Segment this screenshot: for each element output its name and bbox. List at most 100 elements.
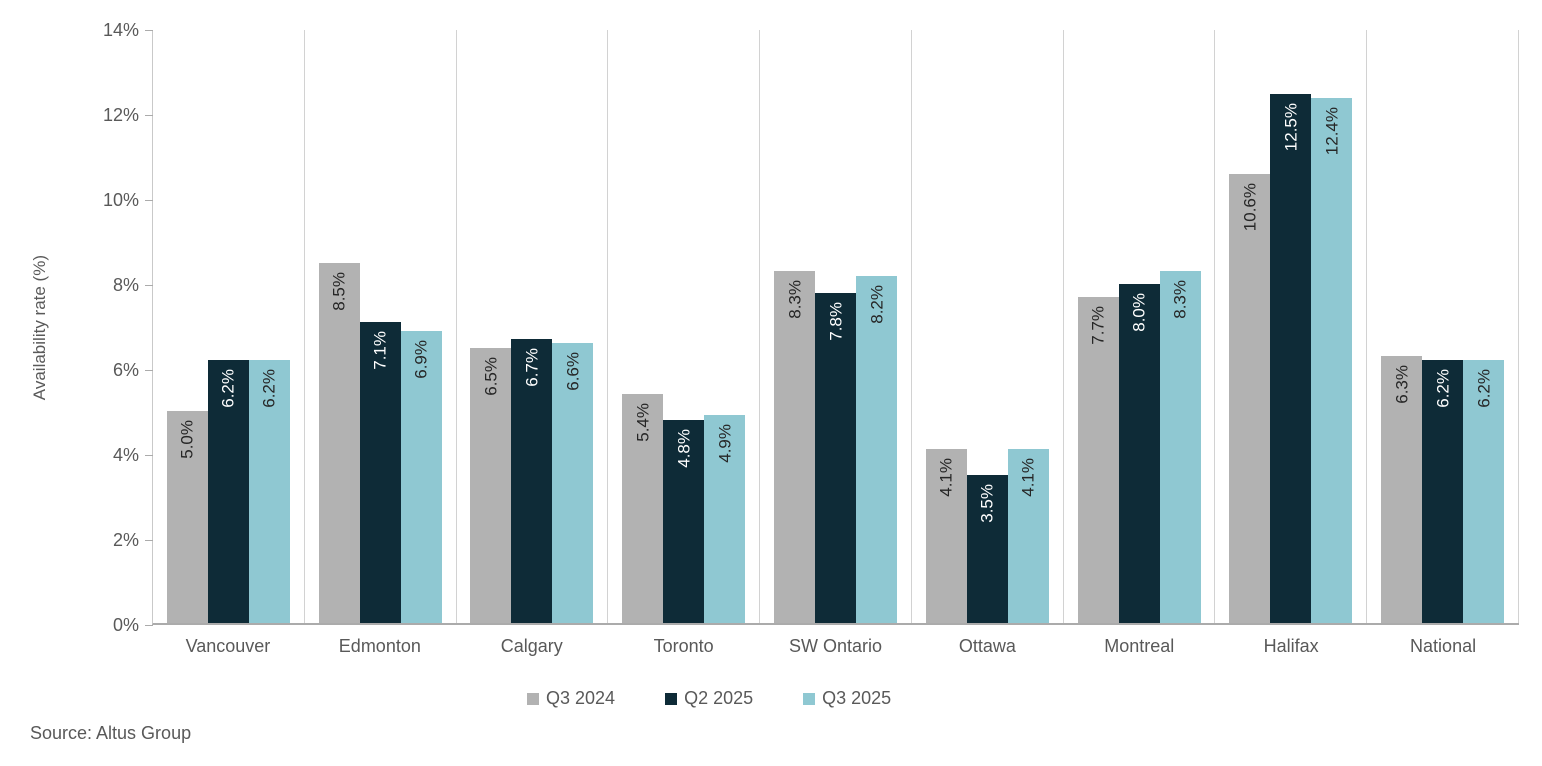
legend-label: Q3 2025 — [822, 688, 892, 708]
x-axis-label: National — [1410, 636, 1477, 656]
bar-value-label: 8.3% — [1170, 280, 1190, 320]
bar-value-label: 6.5% — [481, 356, 501, 396]
bar: 4.1% — [925, 449, 967, 623]
x-axis-label: Calgary — [500, 636, 563, 656]
source-note: Source: Altus Group — [30, 723, 192, 743]
bar: 8.3% — [774, 271, 816, 623]
y-tick-label: 4% — [112, 445, 139, 465]
bar-value-label: 8.3% — [785, 280, 805, 320]
x-axis-label: Vancouver — [185, 636, 271, 656]
x-axis-label: SW Ontario — [788, 636, 883, 656]
bar: 10.6% — [1229, 174, 1271, 623]
category-cell: 5.0% 6.2% 6.2% — [153, 30, 305, 623]
y-axis-title: Availability rate (%) — [30, 254, 49, 401]
y-tick-mark — [145, 114, 153, 116]
category-cell: 8.3% 7.8% 8.2% — [760, 30, 912, 623]
category-cell: 5.4% 4.8% 4.9% — [608, 30, 761, 623]
legend-swatch-icon — [527, 692, 539, 705]
bar-value-label: 6.2% — [1433, 369, 1453, 409]
y-axis-title-wrap: Availability rate (%) — [30, 30, 50, 625]
y-tick-label: 2% — [112, 530, 139, 550]
bar-value-label: 5.0% — [177, 420, 197, 459]
x-axis-label: Montreal — [1104, 636, 1175, 656]
bar: 8.0% — [1118, 284, 1160, 623]
y-tick-mark — [145, 624, 153, 626]
x-axis-label: Toronto — [653, 636, 714, 656]
bar-value-label: 7.8% — [826, 301, 846, 341]
y-tick-mark — [145, 369, 153, 371]
plot-area: 5.0% 6.2% 6.2% 8.5% 7.1% 6.9% 6.5% 6.7% 6.6% 5.4%… — [103, 20, 1520, 635]
bar: 6.5% — [470, 347, 512, 623]
legend: Q3 2024 Q2 2025 Q3 2025 — [527, 688, 891, 709]
bar: 6.6% — [552, 343, 594, 623]
bar-value-label: 8.2% — [867, 284, 887, 324]
category-cell: 7.7% 8.0% 8.3% — [1064, 30, 1216, 623]
legend-swatch-icon — [665, 692, 678, 705]
y-tick-label: 10% — [102, 190, 139, 210]
bar-value-label: 6.7% — [522, 348, 542, 387]
bar: 5.0% — [166, 411, 208, 623]
bar-value-label: 12.4% — [1322, 106, 1342, 155]
bar: 7.8% — [815, 292, 857, 623]
y-tick-label: 0% — [112, 615, 139, 635]
bar-value-label: 10.6% — [1240, 183, 1260, 232]
x-axis-labels: Vancouver Edmonton Calgary Toronto SW Ontari… — [152, 636, 1519, 657]
x-axis-label: Halifax — [1263, 636, 1319, 656]
category-cell: 10.6% 12.5% 12.4% — [1215, 30, 1368, 623]
bar-value-label: 4.8% — [674, 428, 694, 468]
x-axis-label: Edmonton — [338, 636, 421, 656]
bar-value-label: 4.1% — [1018, 458, 1038, 498]
bar: 4.8% — [663, 419, 705, 623]
y-tick-label: 6% — [112, 360, 139, 380]
bar: 6.3% — [1381, 356, 1423, 623]
legend-label: Q2 2025 — [684, 688, 754, 708]
y-tick-mark — [145, 284, 153, 286]
x-axis-label: Ottawa — [958, 636, 1016, 656]
bar: 6.2% — [1463, 360, 1505, 623]
bar-value-label: 6.6% — [563, 352, 583, 392]
legend-label: Q3 2024 — [546, 688, 616, 708]
bar-value-label: 3.5% — [977, 483, 997, 523]
bar-value-label: 8.5% — [329, 271, 349, 311]
bar: 12.5% — [1270, 93, 1312, 623]
bar: 6.2% — [207, 360, 249, 623]
bar-value-label: 6.2% — [1474, 369, 1494, 409]
y-tick-mark — [145, 539, 153, 541]
bar-value-label: 6.3% — [1392, 365, 1412, 404]
bar-value-label: 4.1% — [936, 458, 956, 498]
bar: 4.1% — [1007, 449, 1049, 623]
legend-entry: Q3 2024 — [527, 688, 615, 709]
bar: 6.7% — [511, 339, 553, 623]
bar: 6.2% — [1422, 360, 1464, 623]
legend-entry: Q2 2025 — [665, 688, 753, 709]
bar: 7.1% — [359, 322, 401, 623]
bar: 8.5% — [318, 262, 360, 623]
y-tick-mark — [145, 454, 153, 456]
category-cell: 6.3% 6.2% 6.2% — [1367, 30, 1520, 623]
bar-value-label: 12.5% — [1281, 102, 1301, 151]
y-tick-label: 8% — [112, 275, 139, 295]
category-cell: 4.1% 3.5% 4.1% — [912, 30, 1064, 623]
bar: 6.2% — [248, 360, 290, 623]
bar-value-label: 6.2% — [259, 369, 279, 409]
bar: 3.5% — [966, 474, 1008, 623]
category-cell: 6.5% 6.7% 6.6% — [457, 30, 609, 623]
bar: 7.7% — [1077, 296, 1119, 623]
legend-swatch-icon — [803, 692, 816, 705]
y-tick-mark — [145, 29, 153, 31]
y-tick-label: 12% — [102, 105, 139, 125]
bar-value-label: 6.9% — [411, 339, 431, 379]
y-tick-label: 14% — [102, 20, 139, 40]
bar-value-label: 4.9% — [715, 424, 735, 464]
bar-value-label: 7.1% — [370, 331, 390, 371]
bar: 5.4% — [622, 394, 664, 623]
bar: 8.3% — [1159, 271, 1201, 623]
bar-value-label: 6.2% — [218, 369, 238, 409]
bar: 4.9% — [704, 415, 746, 623]
bar: 12.4% — [1311, 97, 1353, 623]
bar-value-label: 5.4% — [633, 403, 653, 443]
bar-value-label: 8.0% — [1129, 293, 1149, 332]
bar: 6.9% — [400, 330, 442, 623]
category-cells: 5.0% 6.2% 6.2% 8.5% 7.1% 6.9% 6.5% 6.7% 6.6% 5.4%… — [153, 30, 1520, 623]
